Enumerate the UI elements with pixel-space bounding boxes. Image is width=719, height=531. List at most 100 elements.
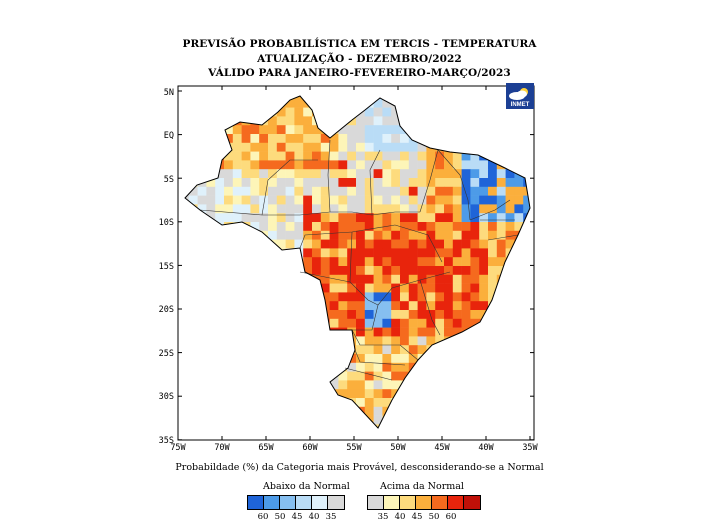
grid-cell bbox=[523, 204, 530, 214]
grid-cell bbox=[276, 186, 286, 196]
grid-cell bbox=[408, 257, 418, 267]
grid-cell bbox=[329, 230, 339, 240]
grid-cell bbox=[276, 169, 286, 179]
grid-cell bbox=[400, 213, 410, 223]
grid-cell bbox=[312, 222, 322, 232]
legend-below-label: 50 bbox=[274, 512, 286, 522]
grid-cell bbox=[452, 151, 462, 161]
grid-cell bbox=[417, 266, 427, 276]
grid-cell bbox=[382, 310, 392, 320]
grid-cell bbox=[303, 107, 313, 117]
grid-cell bbox=[206, 204, 216, 214]
grid-cell bbox=[312, 204, 322, 214]
grid-cell bbox=[435, 327, 445, 337]
grid-cell bbox=[444, 274, 454, 284]
grid-cell bbox=[250, 142, 260, 152]
grid-cell bbox=[408, 178, 418, 188]
grid-cell bbox=[356, 389, 366, 399]
grid-cell bbox=[435, 336, 445, 346]
grid-cell bbox=[338, 134, 348, 144]
grid-cell bbox=[364, 186, 374, 196]
grid-cell bbox=[373, 380, 383, 390]
lon-label: 60W bbox=[302, 443, 318, 453]
grid-cell bbox=[382, 318, 392, 328]
grid-cell bbox=[312, 151, 322, 161]
grid-cell bbox=[268, 204, 278, 214]
grid-cell bbox=[338, 160, 348, 170]
grid-cell bbox=[224, 178, 234, 188]
grid-cell bbox=[470, 248, 480, 258]
grid-cell bbox=[382, 151, 392, 161]
legend-caption: Probabildade (%) da Categoria mais Prová… bbox=[175, 462, 544, 473]
grid-cell bbox=[285, 195, 295, 205]
grid-cell bbox=[479, 248, 489, 258]
grid-cell bbox=[426, 230, 436, 240]
grid-cell bbox=[364, 274, 374, 284]
grid-cell bbox=[382, 134, 392, 144]
grid-cell bbox=[400, 292, 410, 302]
grid-cell bbox=[479, 292, 489, 302]
grid-cell bbox=[347, 389, 357, 399]
grid-cell bbox=[268, 160, 278, 170]
grid-cell bbox=[426, 169, 436, 179]
grid-cell bbox=[373, 266, 383, 276]
grid-cell bbox=[294, 213, 304, 223]
lat-label: 5S bbox=[164, 175, 174, 185]
grid-cell bbox=[382, 301, 392, 311]
grid-cell bbox=[391, 107, 401, 117]
grid-cell bbox=[356, 195, 366, 205]
grid-cell bbox=[356, 362, 366, 372]
grid-cell bbox=[373, 222, 383, 232]
grid-cell bbox=[303, 195, 313, 205]
grid-cell bbox=[364, 178, 374, 188]
axis-ticks bbox=[177, 86, 534, 441]
grid-cell bbox=[232, 125, 242, 135]
legend-above-label: 60 bbox=[445, 512, 457, 522]
grid-cell bbox=[488, 195, 498, 205]
grid-cell bbox=[320, 134, 330, 144]
grid-cell bbox=[452, 310, 462, 320]
grid-cell bbox=[496, 266, 506, 276]
grid-cell bbox=[452, 318, 462, 328]
grid-cell bbox=[373, 274, 383, 284]
grid-cell bbox=[435, 283, 445, 293]
grid-cell bbox=[400, 283, 410, 293]
grid-cell bbox=[373, 336, 383, 346]
grid-cell bbox=[303, 142, 313, 152]
grid-cell bbox=[496, 186, 506, 196]
grid-cell bbox=[338, 301, 348, 311]
grid-cell bbox=[391, 116, 401, 126]
grid-cell bbox=[285, 186, 295, 196]
grid-cell bbox=[320, 195, 330, 205]
grid-cell bbox=[408, 230, 418, 240]
grid-cell bbox=[329, 380, 339, 390]
grid-cell bbox=[400, 327, 410, 337]
grid-cell bbox=[479, 213, 489, 223]
legend-above-swatch bbox=[400, 496, 416, 509]
grid-cell bbox=[461, 266, 471, 276]
grid-cell bbox=[488, 204, 498, 214]
grid-cell bbox=[382, 257, 392, 267]
grid-cell bbox=[470, 283, 480, 293]
grid-cell bbox=[250, 222, 260, 232]
grid-cell bbox=[496, 230, 506, 240]
grid-cell bbox=[364, 248, 374, 258]
grid-cell bbox=[329, 169, 339, 179]
grid-cell bbox=[320, 274, 330, 284]
grid-cell bbox=[285, 151, 295, 161]
latitude-labels: 5N EQ 5S 10S 15S 20S 25S 30S 35S bbox=[159, 88, 174, 446]
grid-cell bbox=[356, 301, 366, 311]
grid-cell bbox=[400, 318, 410, 328]
grid-cell bbox=[408, 248, 418, 258]
grid-cell bbox=[444, 169, 454, 179]
grid-cell bbox=[514, 186, 524, 196]
grid-cell bbox=[417, 151, 427, 161]
grid-cell bbox=[329, 266, 339, 276]
grid-cell bbox=[391, 327, 401, 337]
grid-cell bbox=[408, 169, 418, 179]
grid-cell bbox=[276, 151, 286, 161]
lat-label: EQ bbox=[164, 131, 174, 141]
grid-cell bbox=[356, 371, 366, 381]
grid-cell bbox=[373, 125, 383, 135]
grid-cell bbox=[417, 301, 427, 311]
